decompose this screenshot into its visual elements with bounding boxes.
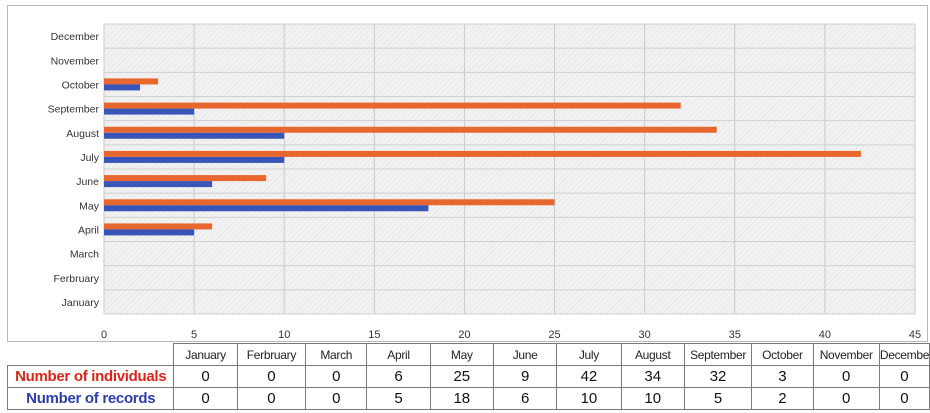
table-header-cell: December [878, 343, 930, 366]
table-header-cell: November [812, 343, 880, 366]
y-tick-label: Ferbruary [53, 273, 99, 285]
table-header-cell: Ferbruary [236, 343, 307, 366]
table-cell: 6 [492, 387, 558, 410]
row-label-records: Number of records [6, 387, 175, 410]
y-tick-label: June [76, 176, 99, 188]
x-tick-label: 40 [819, 329, 831, 341]
table-cell: 34 [620, 365, 685, 388]
table-header-cell: July [556, 343, 622, 366]
table-row-individuals: Number of individuals 0 0 0 6 25 9 42 34… [6, 365, 930, 388]
y-tick-label: September [48, 104, 100, 116]
table-cell: 42 [556, 365, 622, 388]
x-tick-label: 0 [101, 329, 107, 341]
table-header-cell: April [366, 343, 431, 366]
data-table: January Ferbruary March April May June J… [6, 343, 930, 410]
bars [104, 78, 861, 236]
table-header-cell: August [620, 343, 685, 366]
y-tick-label: July [80, 152, 99, 164]
bar-individuals [104, 150, 861, 157]
table-header-cell: September [683, 343, 753, 366]
y-tick-label: December [51, 31, 100, 43]
table-corner [7, 343, 175, 366]
bar-chart: January Ferbruary March April May June July Aug… [48, 23, 921, 341]
table-cell: 0 [236, 387, 307, 410]
bar-records [104, 205, 429, 212]
table-cell: 3 [751, 365, 814, 388]
y-tick-label: May [79, 200, 100, 212]
y-tick-labels: January Ferbruary March April May June July Aug… [48, 31, 100, 309]
table-cell: 25 [429, 365, 494, 388]
table-cell: 5 [366, 387, 431, 410]
table-cell: 0 [305, 365, 368, 388]
table-cell: 0 [878, 365, 930, 388]
table-cell: 10 [556, 387, 622, 410]
y-tick-label: April [78, 224, 99, 236]
y-tick-label: January [62, 297, 100, 309]
bar-individuals [104, 78, 159, 85]
bar-records [104, 156, 285, 163]
table-cell: 0 [173, 387, 238, 410]
y-tick-label: March [70, 249, 99, 261]
table-cell: 10 [620, 387, 685, 410]
x-tick-label: 10 [278, 329, 290, 341]
x-tick-label: 15 [368, 329, 380, 341]
x-tick-labels: 0 5 10 15 20 25 30 35 40 45 [101, 329, 921, 341]
table-cell: 9 [492, 365, 558, 388]
table-cell: 18 [429, 387, 494, 410]
x-tick-label: 5 [191, 329, 197, 341]
table-cell: 0 [305, 387, 368, 410]
table-header-cell: March [305, 343, 368, 366]
table-cell: 0 [812, 365, 880, 388]
bar-records [104, 132, 285, 139]
table-row-records: Number of records 0 0 0 5 18 6 10 10 5 2… [6, 387, 930, 410]
x-tick-label: 25 [548, 329, 560, 341]
bar-individuals [104, 102, 681, 109]
table-header-cell: June [492, 343, 558, 366]
table-header-row: January Ferbruary March April May June J… [7, 343, 930, 366]
gridlines [103, 23, 916, 315]
x-tick-label: 30 [639, 329, 651, 341]
table-cell: 0 [236, 365, 307, 388]
table-cell: 0 [878, 387, 930, 410]
bar-individuals [104, 223, 213, 230]
table-header-cell: January [173, 343, 238, 366]
bar-individuals [104, 175, 267, 182]
bar-records [104, 229, 195, 236]
bar-records [104, 108, 195, 115]
table-cell: 5 [683, 387, 753, 410]
bar-individuals [104, 126, 717, 133]
table-cell: 32 [683, 365, 753, 388]
bar-individuals [104, 199, 555, 206]
x-tick-label: 20 [458, 329, 470, 341]
table-cell: 2 [751, 387, 814, 410]
bar-records [104, 84, 141, 91]
y-tick-label: August [66, 128, 99, 140]
y-tick-label: November [51, 55, 100, 67]
x-tick-label: 35 [729, 329, 741, 341]
table-cell: 6 [366, 365, 431, 388]
chart-frame: January Ferbruary March April May June July Aug… [7, 5, 928, 342]
table-header-cell: May [429, 343, 494, 366]
table-cell: 0 [812, 387, 880, 410]
y-tick-label: October [62, 79, 100, 91]
bar-records [104, 181, 213, 188]
table-cell: 0 [173, 365, 238, 388]
table-header-cell: October [751, 343, 814, 366]
x-tick-label: 45 [909, 329, 921, 341]
row-label-individuals: Number of individuals [6, 365, 175, 388]
